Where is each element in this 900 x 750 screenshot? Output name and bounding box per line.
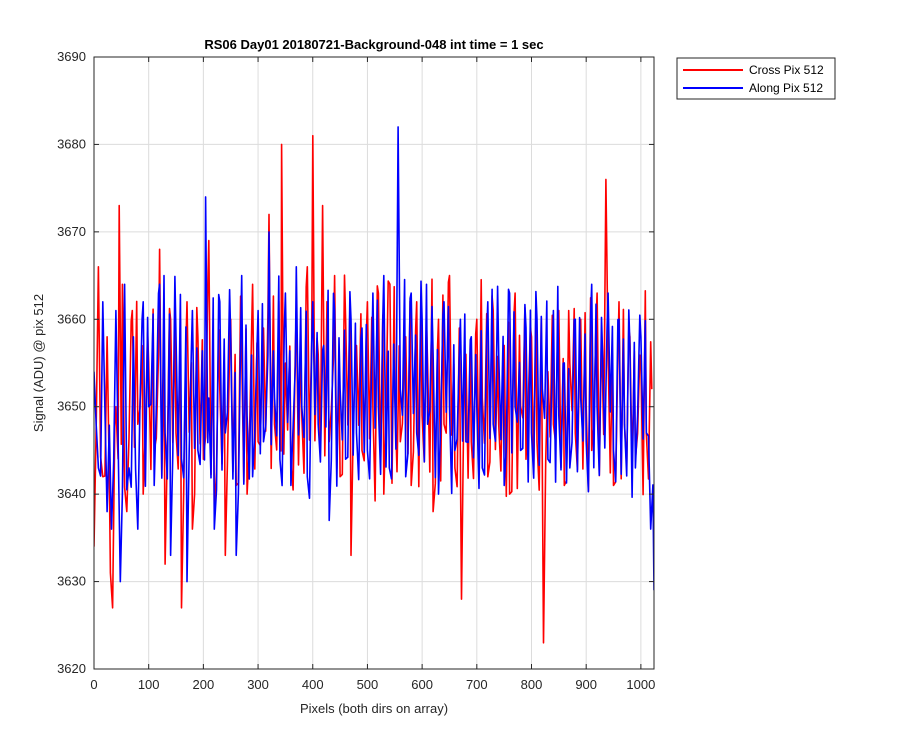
legend-label-along: Along Pix 512 [749,81,823,95]
x-tick-label: 100 [138,677,160,692]
x-tick-label: 1000 [626,677,655,692]
x-tick-label: 700 [466,677,488,692]
y-tick-label: 3640 [57,486,86,501]
x-tick-label: 400 [302,677,324,692]
legend-box [676,57,836,100]
y-tick-label: 3690 [57,49,86,64]
x-tick-label: 300 [247,677,269,692]
y-tick-label: 3680 [57,136,86,151]
y-tick-label: 3660 [57,311,86,326]
x-axis: 0 100 200 300 400 500 600 700 800 900 1000 [90,57,655,692]
x-axis-label: Pixels (both dirs on array) [300,701,448,716]
y-tick-label: 3670 [57,224,86,239]
x-tick-label: 500 [357,677,379,692]
x-tick-label: 600 [411,677,433,692]
y-axis: 3620 3630 3640 3650 3660 3670 3680 3690 [57,49,654,676]
plot-frame [93,56,655,670]
y-tick-label: 3620 [57,661,86,676]
y-tick-label: 3650 [57,399,86,414]
x-tick-label: 0 [90,677,97,692]
chart-title: RS06 Day01 20180721-Background-048 int t… [204,37,543,52]
y-tick-label: 3630 [57,574,86,589]
y-axis-label: Signal (ADU) @ pix 512 [31,294,46,432]
x-tick-label: 900 [575,677,597,692]
x-tick-label: 200 [193,677,215,692]
series-line-along [94,126,654,591]
series-layer [94,126,654,644]
x-tick-label: 800 [521,677,543,692]
legend: Cross Pix 512 Along Pix 512 [676,57,836,100]
legend-label-cross: Cross Pix 512 [749,63,824,77]
